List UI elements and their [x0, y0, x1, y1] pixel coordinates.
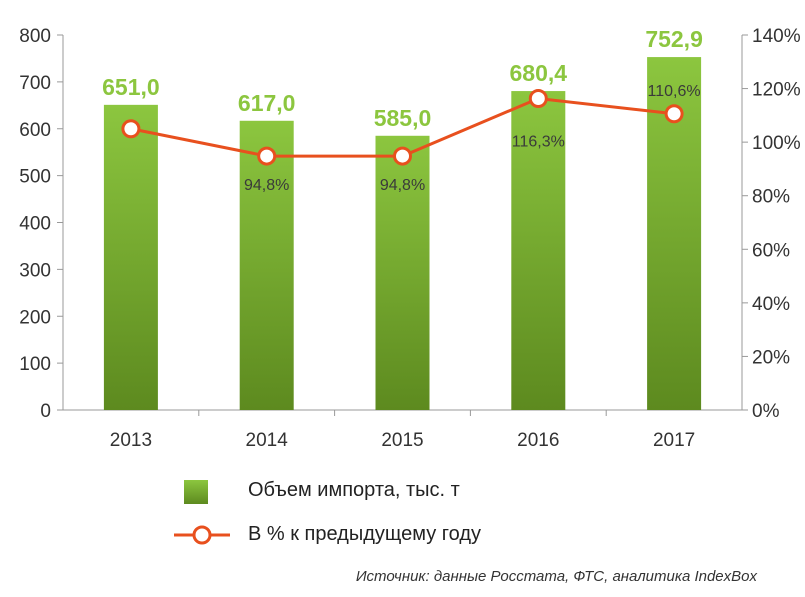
pct-data-label: 94,8%: [244, 177, 289, 194]
bar-data-label: 585,0: [374, 105, 432, 131]
bar-data-label: 680,4: [510, 60, 568, 86]
legend-bar-swatch: [184, 480, 208, 504]
y-tick-label-left: 500: [19, 167, 51, 188]
pct-point: [664, 104, 684, 124]
x-tick-label: 2013: [110, 430, 152, 451]
bar: [239, 120, 294, 410]
y-tick-label-left: 800: [19, 26, 51, 47]
pct-point: [393, 146, 412, 166]
x-tick-label: 2015: [381, 430, 423, 451]
pct-data-label: 116,3%: [512, 133, 565, 150]
y-tick-label-left: 100: [19, 354, 51, 375]
y-tick-label-right: 100%: [752, 133, 801, 154]
bar-data-label: 752,9: [645, 26, 703, 52]
x-tick-label: 2017: [653, 430, 695, 451]
bar-data-label: 651,0: [102, 74, 160, 100]
bar: [375, 135, 430, 410]
pct-point: [257, 146, 277, 166]
bar-data-label: 617,0: [238, 90, 296, 116]
x-tick-label: 2014: [246, 430, 289, 451]
y-tick-label-left: 700: [19, 73, 51, 94]
legend-line-marker: [174, 525, 230, 545]
pct-data-label: 94,8%: [380, 177, 425, 194]
y-tick-label-left: 0: [40, 401, 51, 422]
pct-data-label: 110,6%: [648, 83, 701, 100]
source-note: Источник: данные Росстата, ФТС, аналитик…: [355, 568, 757, 585]
pct-point: [121, 119, 141, 139]
y-tick-label-left: 300: [19, 260, 51, 281]
y-tick-label-right: 80%: [752, 187, 790, 208]
y-tick-label-right: 20%: [752, 347, 790, 368]
legend-line-label: В % к предыдущему году: [248, 523, 481, 545]
pct-point: [528, 88, 548, 108]
y-tick-label-right: 140%: [752, 26, 801, 47]
legend-bar-label: Объем импорта, тыс. т: [248, 479, 460, 501]
y-tick-label-right: 0%: [752, 401, 780, 422]
y-tick-label-left: 200: [19, 307, 51, 328]
y-tick-label-left: 600: [19, 120, 51, 141]
y-tick-label-right: 40%: [752, 294, 790, 315]
bar: [511, 91, 566, 410]
x-tick-label: 2016: [517, 430, 559, 451]
bar: [103, 104, 158, 410]
y-tick-label-right: 120%: [752, 80, 801, 101]
y-tick-label-right: 60%: [752, 240, 790, 261]
y-tick-label-left: 400: [19, 214, 51, 235]
